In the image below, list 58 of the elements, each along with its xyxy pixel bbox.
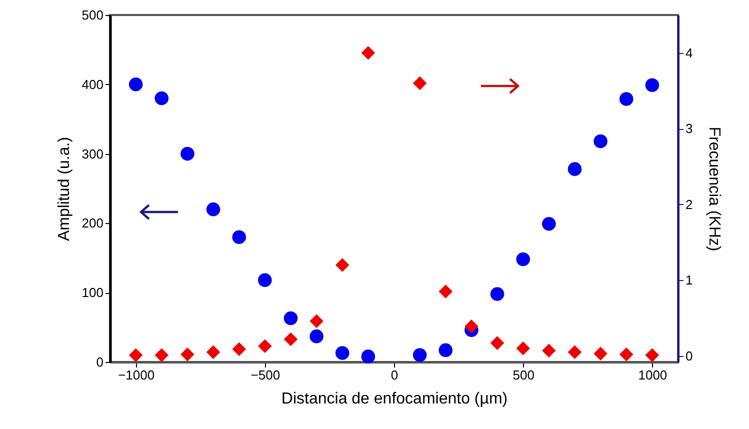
- point: [412, 76, 427, 90]
- y-tick-label: 400: [82, 76, 104, 92]
- point: [284, 332, 298, 346]
- point: [206, 202, 220, 216]
- point: [568, 345, 582, 360]
- point: [516, 252, 530, 266]
- point: [258, 273, 272, 287]
- point: [128, 348, 143, 362]
- point: [154, 91, 169, 106]
- y2-tick-label: 2: [686, 196, 693, 212]
- point: [619, 348, 634, 362]
- point: [335, 346, 350, 360]
- x-tick-label: −1000: [118, 368, 155, 382]
- y2-tick-label: 1: [686, 272, 693, 288]
- point: [438, 284, 453, 298]
- point: [645, 348, 660, 362]
- point: [568, 162, 582, 176]
- point: [594, 346, 608, 361]
- point: [310, 329, 324, 344]
- point: [180, 146, 194, 161]
- x-tick-label: −500: [250, 368, 280, 382]
- point: [361, 46, 376, 60]
- point: [128, 78, 143, 92]
- point: [232, 230, 246, 244]
- y-tick-label: 300: [82, 146, 104, 162]
- y-tick-label: 0: [96, 354, 104, 370]
- point: [490, 336, 504, 350]
- y2-tick-label: 0: [686, 348, 693, 364]
- point: [206, 345, 220, 360]
- x-tick-label: 500: [512, 368, 534, 382]
- point: [516, 341, 530, 356]
- point: [232, 342, 246, 356]
- point: [412, 348, 427, 362]
- y-tick-label: 500: [82, 8, 104, 22]
- point: [542, 217, 556, 231]
- x-tick-label: 0: [390, 368, 398, 382]
- point: [645, 78, 660, 92]
- point: [542, 344, 556, 358]
- x-axis-title: Distancia de enfocamiento (µm): [281, 390, 508, 408]
- point: [464, 320, 478, 334]
- y2-axis-title: Frecuencia (KHz): [706, 126, 723, 252]
- point: [361, 350, 376, 364]
- y-tick-label: 200: [82, 216, 104, 231]
- point: [490, 287, 504, 301]
- point: [619, 92, 634, 106]
- point: [335, 258, 350, 272]
- y-tick-label: 100: [82, 285, 104, 300]
- y2-tick-label: 3: [686, 121, 693, 136]
- point: [594, 134, 608, 148]
- point: [180, 348, 194, 362]
- point: [438, 343, 453, 358]
- y-axis-title: Amplitud (u.a.): [56, 136, 73, 242]
- point: [154, 348, 169, 362]
- x-tick-label: 1000: [638, 368, 668, 382]
- y2-tick-label: 4: [686, 45, 693, 60]
- point: [258, 339, 272, 353]
- point: [284, 311, 298, 326]
- point: [310, 314, 324, 328]
